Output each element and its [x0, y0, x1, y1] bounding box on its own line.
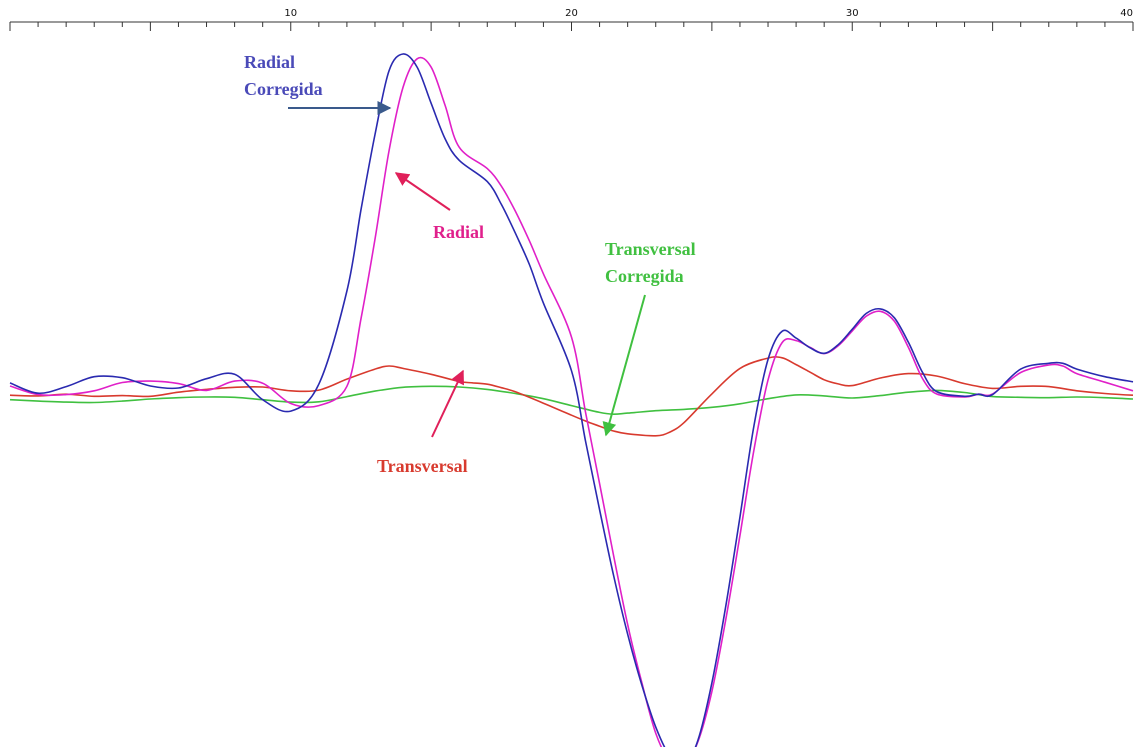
annotation-transversal-corregida-line1: Transversal Corregida: [605, 239, 696, 286]
series-lines: [9, 53, 1134, 747]
series-line-radial-corregida: [9, 53, 1134, 747]
annotation-transversal-corregida-arrow: [602, 294, 646, 437]
x-tick-label: 30: [846, 8, 859, 19]
annotation-radial: Radial: [433, 222, 484, 242]
x-tick-label: 20: [565, 8, 578, 19]
annotation-radial-corregida-line1: Radial Corregida: [244, 52, 323, 99]
annotation-transversal-arrow: [431, 369, 464, 438]
series-line-radial: [9, 56, 1134, 747]
top-x-axis: 10 20 30 40: [9, 8, 1134, 31]
series-line-transversal-corregida: [9, 385, 1134, 416]
x-tick-label: 40: [1120, 8, 1133, 19]
series-annotations: Radial Corregida Radial Transversal Correg…: [244, 52, 696, 476]
annotation-radial-arrow: [394, 172, 451, 211]
annotation-transversal: Transversal: [377, 456, 468, 476]
x-tick-label: 10: [284, 8, 297, 19]
series-line-transversal: [9, 356, 1134, 437]
